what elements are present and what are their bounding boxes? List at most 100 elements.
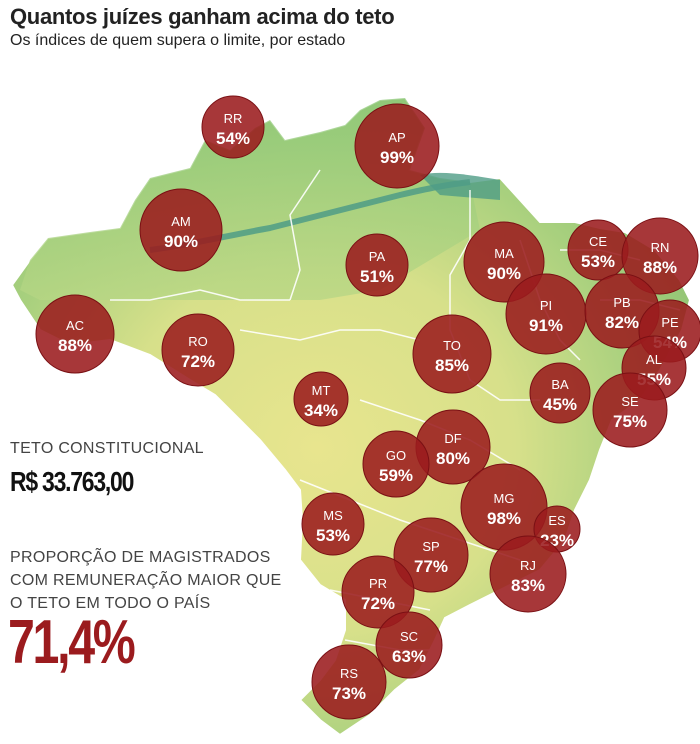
state-abbr: PI: [540, 298, 552, 313]
state-abbr: PE: [661, 315, 679, 330]
proportion-value: 71,4%: [8, 608, 136, 677]
state-percentage: 85%: [435, 356, 469, 375]
state-bubble-df: DF 80%: [415, 409, 491, 485]
state-abbr: AP: [388, 130, 405, 145]
bubble-circle: [592, 372, 668, 448]
bubble-circle: [341, 555, 415, 629]
state-abbr: PA: [369, 249, 386, 264]
state-abbr: RS: [340, 666, 358, 681]
state-bubble-sp: SP 77%: [393, 517, 469, 593]
state-bubble-go: GO 59%: [362, 430, 430, 498]
state-abbr: BA: [551, 377, 569, 392]
state-percentage: 51%: [360, 267, 394, 286]
state-bubble-mt: MT 34%: [293, 371, 349, 427]
state-percentage: 82%: [605, 313, 639, 332]
state-percentage: 54%: [216, 129, 250, 148]
state-percentage: 80%: [436, 449, 470, 468]
state-percentage: 53%: [581, 252, 615, 271]
state-abbr: SP: [422, 539, 439, 554]
bubble-circle: [412, 314, 492, 394]
state-percentage: 72%: [181, 352, 215, 371]
state-bubble-pr: PR 72%: [341, 555, 415, 629]
bubble-circle: [311, 644, 387, 720]
proportion-label: PROPORÇÃO DE MAGISTRADOS COM REMUNERAÇÃO…: [10, 546, 282, 615]
state-abbr: CE: [589, 234, 607, 249]
bubble-circle: [393, 517, 469, 593]
state-abbr: DF: [444, 431, 461, 446]
state-bubble-to: TO 85%: [412, 314, 492, 394]
state-bubble-rn: RN 88%: [621, 217, 699, 295]
state-bubble-sc: SC 63%: [375, 611, 443, 679]
state-bubble-ac: AC 88%: [35, 294, 115, 374]
teto-value: R$ 33.763,00: [10, 466, 134, 497]
bubble-circle: [35, 294, 115, 374]
bubble-circle: [621, 217, 699, 295]
state-bubble-se: SE 75%: [592, 372, 668, 448]
bubble-circle: [301, 492, 365, 556]
state-abbr: RN: [651, 240, 670, 255]
state-percentage: 34%: [304, 401, 338, 420]
state-percentage: 83%: [511, 576, 545, 595]
proportion-label-line: COM REMUNERAÇÃO MAIOR QUE: [10, 572, 282, 589]
state-bubble-ce: CE 53%: [567, 219, 629, 281]
state-bubble-ms: MS 53%: [301, 492, 365, 556]
state-percentage: 90%: [164, 232, 198, 251]
bubble-circle: [505, 273, 587, 355]
state-abbr: RO: [188, 334, 208, 349]
river-mouth: [420, 172, 500, 200]
state-bubble-rs: RS 73%: [311, 644, 387, 720]
state-abbr: AM: [171, 214, 191, 229]
state-abbr: TO: [443, 338, 461, 353]
state-abbr: MG: [494, 491, 515, 506]
state-percentage: 63%: [392, 647, 426, 666]
page-subtitle: Os índices de quem supera o limite, por …: [10, 32, 346, 49]
state-abbr: AL: [646, 352, 662, 367]
state-abbr: PB: [613, 295, 630, 310]
proportion-label-line: PROPORÇÃO DE MAGISTRADOS: [10, 549, 271, 566]
state-bubble-rr: RR 54%: [201, 95, 265, 159]
bubble-circle: [293, 371, 349, 427]
state-bubble-ro: RO 72%: [161, 313, 235, 387]
state-abbr: MT: [312, 383, 331, 398]
bubble-circle: [362, 430, 430, 498]
proportion-label-line: O TETO EM TODO O PAÍS: [10, 595, 211, 612]
state-bubble-ap: AP 99%: [354, 103, 440, 189]
page-title: Quantos juízes ganham acima do teto: [10, 4, 395, 29]
state-abbr: RR: [224, 111, 243, 126]
state-bubble-mg: MG 98%: [460, 463, 548, 551]
state-percentage: 53%: [316, 526, 350, 545]
teto-label: TETO CONSTITUCIONAL: [10, 440, 204, 457]
state-bubble-pa: PA 51%: [345, 233, 409, 297]
state-percentage: 77%: [414, 557, 448, 576]
bubble-circle: [354, 103, 440, 189]
bubble-circle: [567, 219, 629, 281]
state-bubble-rj: RJ 83%: [489, 535, 567, 613]
state-abbr: SE: [621, 394, 639, 409]
state-abbr: AC: [66, 318, 84, 333]
state-percentage: 98%: [487, 509, 521, 528]
state-percentage: 45%: [543, 395, 577, 414]
state-percentage: 91%: [529, 316, 563, 335]
state-abbr: ES: [548, 513, 566, 528]
state-abbr: RJ: [520, 558, 536, 573]
state-percentage: 72%: [361, 594, 395, 613]
bubble-circle: [529, 362, 591, 424]
state-percentage: 90%: [487, 264, 521, 283]
state-abbr: PR: [369, 576, 387, 591]
state-percentage: 59%: [379, 466, 413, 485]
state-percentage: 75%: [613, 412, 647, 431]
bubble-circle: [489, 535, 567, 613]
state-bubble-am: AM 90%: [139, 188, 223, 272]
state-percentage: 73%: [332, 684, 366, 703]
bubble-circle: [375, 611, 443, 679]
state-percentage: 99%: [380, 148, 414, 167]
bubble-circle: [161, 313, 235, 387]
state-abbr: GO: [386, 448, 406, 463]
state-bubble-ba: BA 45%: [529, 362, 591, 424]
bubble-circle: [345, 233, 409, 297]
state-abbr: MS: [323, 508, 343, 523]
state-percentage: 88%: [643, 258, 677, 277]
state-percentage: 88%: [58, 336, 92, 355]
state-bubble-pi: PI 91%: [505, 273, 587, 355]
